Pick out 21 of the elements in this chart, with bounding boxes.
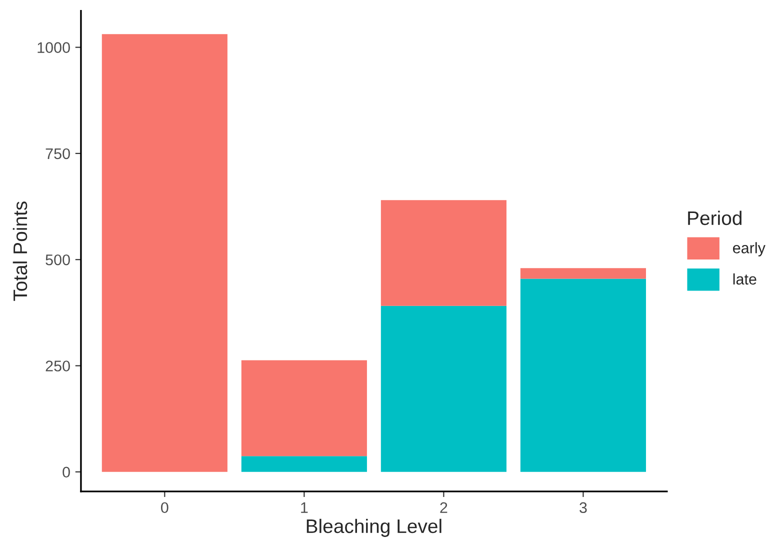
bar <box>520 268 646 279</box>
x-tick-label: 1 <box>301 502 308 513</box>
x-tick-label: 3 <box>580 502 587 514</box>
legend-label: early <box>733 242 766 256</box>
x-tick-label: 0 <box>161 502 168 514</box>
bar <box>241 360 367 456</box>
bar <box>102 34 228 472</box>
x-tick-label: 2 <box>440 502 448 513</box>
legend-label: late <box>733 273 756 285</box>
bar <box>380 306 506 472</box>
y-tick-label: 500 <box>46 254 70 266</box>
bar <box>241 456 367 472</box>
y-tick-label: 750 <box>46 148 70 160</box>
y-axis-title: Total Points <box>12 202 28 301</box>
legend-title: Period <box>688 210 742 226</box>
y-tick-label: 0 <box>62 466 70 478</box>
bar <box>380 200 506 306</box>
y-tick-label: 1000 <box>38 42 70 53</box>
y-tick-label: 250 <box>46 360 70 372</box>
x-axis-title: Bleaching Level <box>306 518 442 537</box>
bar <box>520 278 646 472</box>
